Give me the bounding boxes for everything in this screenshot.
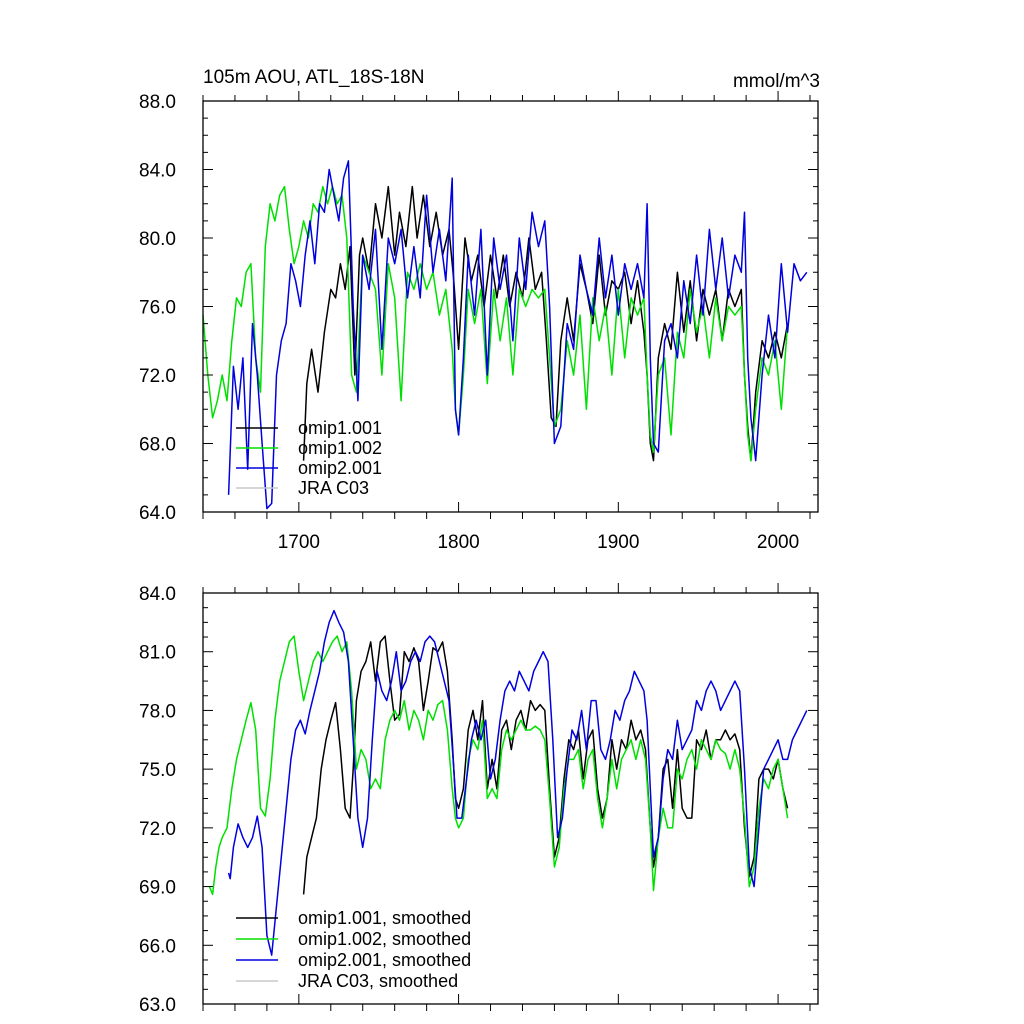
- series-line-omip1-002: [202, 185, 789, 462]
- y-tick-label: 72.0: [139, 819, 176, 840]
- y-tick-label: 80.0: [139, 229, 176, 250]
- y-tick-label: 64.0: [139, 503, 176, 524]
- bottom-panel: 63.0 66.0 69.0 72.0 75.0 78.0 81.0 84.0 omip1.0…: [139, 583, 819, 1016]
- y-tick-label: 68.0: [139, 435, 176, 456]
- series-line-omip1-002-smoothed: [208, 635, 789, 896]
- tick-layer: 64.0 68.0 72.0 76.0 80.0 84.0 88.0 1700 1800 1900…: [139, 91, 818, 553]
- y-tick-label: 76.0: [139, 298, 176, 319]
- series-layer: [202, 160, 808, 510]
- legend-label: omip2.001, smoothed: [298, 950, 471, 970]
- x-tick-label: 1800: [437, 532, 479, 553]
- y-tick-label: 69.0: [139, 878, 176, 899]
- x-tick-label: 2000: [757, 532, 799, 553]
- y-tick-label: 88.0: [139, 92, 176, 113]
- series-layer: [208, 609, 808, 956]
- chart-title: 105m AOU, ATL_18S-18N: [203, 67, 424, 88]
- series-line-omip2-001-smoothed: [227, 609, 808, 956]
- legend-label: omip2.001: [298, 458, 382, 478]
- tick-layer: 63.0 66.0 69.0 72.0 75.0 78.0 81.0 84.0: [139, 583, 818, 1016]
- legend-label: JRA C03: [298, 478, 369, 498]
- legend-label: omip1.002: [298, 438, 382, 458]
- legend-label: omip1.001, smoothed: [298, 908, 471, 928]
- y-tick-label: 84.0: [139, 161, 176, 182]
- y-tick-label: 72.0: [139, 366, 176, 387]
- y-tick-label: 75.0: [139, 760, 176, 781]
- series-line-omip1-001: [302, 185, 789, 462]
- top-panel: 105m AOU, ATL_18S-18N mmol/m^3 64.0 68.0 7…: [139, 67, 820, 553]
- y-tick-label: 66.0: [139, 936, 176, 957]
- y-tick-label: 63.0: [139, 995, 176, 1016]
- x-tick-label: 1700: [278, 532, 320, 553]
- legend-label: omip1.001: [298, 418, 382, 438]
- series-line-omip2-001: [227, 160, 808, 510]
- y-tick-label: 78.0: [139, 701, 176, 722]
- series-line-omip1-001-smoothed: [302, 635, 789, 895]
- x-tick-label: 1900: [597, 532, 639, 553]
- legend-label: omip1.002, smoothed: [298, 929, 471, 949]
- y-tick-label: 81.0: [139, 643, 176, 664]
- units-label: mmol/m^3: [733, 71, 820, 92]
- y-tick-label: 84.0: [139, 584, 176, 605]
- legend-label: JRA C03, smoothed: [298, 971, 458, 991]
